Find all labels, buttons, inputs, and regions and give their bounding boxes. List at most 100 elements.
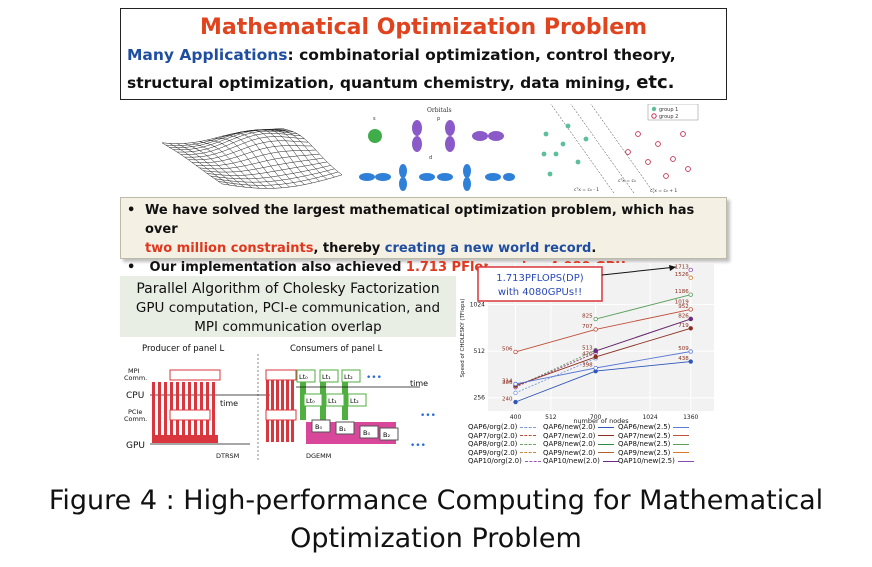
legend-swatch xyxy=(520,452,537,453)
value-label: 719 xyxy=(678,323,689,329)
series-point xyxy=(513,349,518,355)
legend-item: QAP8/new(2.5) xyxy=(618,440,690,448)
legend-swatch xyxy=(673,426,690,428)
caption-line-1: Figure 4 : High-performance Computing fo… xyxy=(48,485,824,516)
series-point xyxy=(688,326,693,331)
surface-mesh-illustration xyxy=(161,128,343,189)
time-label-consumer: time xyxy=(410,379,428,388)
y-tick-label: 512 xyxy=(474,348,486,355)
series-lines xyxy=(515,294,691,403)
consumer-red-bars xyxy=(266,370,294,442)
series-point xyxy=(688,275,693,280)
applications-line-1: Many Applications: combinatorial optimiz… xyxy=(127,46,726,64)
callout-arrowhead xyxy=(669,265,676,271)
mesh-line xyxy=(281,128,343,175)
value-label: 513 xyxy=(582,345,593,351)
time-label-producer: time xyxy=(220,399,238,408)
mesh-line xyxy=(214,168,335,183)
mpi-label-1: MPI xyxy=(128,367,140,375)
legend-item: QAP10/new(2.5) xyxy=(618,457,694,465)
cholesky-title-box: Parallel Algorithm of Cholesky Factoriza… xyxy=(120,276,456,337)
bullet2-text: Our implementation also achieved xyxy=(149,260,406,275)
legend-swatch xyxy=(673,452,690,453)
legend-item: QAP6/new(2.5) xyxy=(618,423,690,431)
series-point xyxy=(688,307,693,312)
bullet1-blue: creating a new world record xyxy=(384,241,592,256)
legend-swatch xyxy=(520,443,537,445)
legend-label: QAP9/new(2.5) xyxy=(618,448,671,457)
legend-label: QAP10/org(2.0) xyxy=(468,457,522,465)
callout-box xyxy=(477,266,603,302)
lt2-top: Lt₂ xyxy=(344,373,353,381)
value-label: 1713 xyxy=(675,264,689,270)
legend-label: QAP7/org(2.0) xyxy=(468,431,518,440)
dots-3: ••• xyxy=(410,441,426,451)
series-line xyxy=(595,318,691,352)
bullet1-end: . xyxy=(591,241,597,256)
legend-label: QAP6/org(2.0) xyxy=(468,423,518,431)
mesh-line xyxy=(180,133,301,155)
b1-label: B₁ xyxy=(339,425,346,433)
caption-line-2: Optimization Problem xyxy=(290,523,582,554)
value-label: 826 xyxy=(678,313,689,319)
legend-label: QAP8/new(2.0) xyxy=(543,440,596,448)
value-label: 506 xyxy=(502,346,513,352)
legend-swatch xyxy=(598,426,615,428)
series-points xyxy=(513,267,693,405)
legend-item: QAP7/org(2.0) xyxy=(468,431,537,440)
value-label: 240 xyxy=(502,397,513,403)
value-label: 306 xyxy=(502,380,513,386)
mesh-line xyxy=(210,165,331,180)
mesh-line xyxy=(199,153,320,170)
legend-item: QAP8/org(2.0) xyxy=(468,440,537,448)
legend-swatch xyxy=(520,426,537,428)
mesh-line xyxy=(191,142,253,188)
legend-item: QAP9/org(2.0) xyxy=(468,449,537,457)
dtrsm-label: DTRSM xyxy=(216,452,239,460)
value-label: 509 xyxy=(678,346,689,352)
svm-eq-1: cᵀx = c₀ - 1 xyxy=(574,187,599,193)
legend-label: QAP7/new(2.0) xyxy=(543,431,596,440)
mesh-line xyxy=(191,145,313,164)
x-tick-label: 1024 xyxy=(642,414,657,421)
consumer-pcie-block xyxy=(265,409,297,421)
legend-label: QAP10/new(2.5) xyxy=(618,457,675,465)
value-label: 470 xyxy=(582,351,593,357)
series-point xyxy=(513,381,518,387)
lt2-mid: Lt₂ xyxy=(350,397,359,405)
mesh-line xyxy=(203,157,324,173)
y-tick-label: 256 xyxy=(474,395,486,402)
applications-etc: etc. xyxy=(636,72,675,93)
mesh-line xyxy=(218,171,339,186)
mesh-line xyxy=(195,149,316,166)
cholesky-pipeline-diagram: Producer of panel L Consumers of panel L… xyxy=(124,344,436,460)
mesh-line xyxy=(229,133,290,188)
chart-legend: QAP6/org(2.0) QAP7/org(2.0) QAP8/org(2.0) Q… xyxy=(468,423,730,470)
p-orbitals-icon xyxy=(412,120,504,152)
figure-caption: Figure 4 : High-performance Computing fo… xyxy=(0,482,872,558)
group1-points xyxy=(541,123,589,177)
series-point xyxy=(688,359,693,364)
legend-swatch xyxy=(602,460,619,462)
legend-swatch xyxy=(673,443,690,445)
value-label: 1186 xyxy=(675,289,689,295)
mesh-line xyxy=(161,142,223,185)
legend-label: QAP9/new(2.0) xyxy=(543,448,596,457)
legend-item: QAP6/new(2.0) xyxy=(543,423,615,431)
mesh-line xyxy=(176,130,298,153)
value-label: 707 xyxy=(582,324,593,330)
callout-line-2: with 4080GPUs!! xyxy=(498,287,582,298)
pcie-label-2: Comm. xyxy=(124,415,147,423)
bullet1-mid: , thereby xyxy=(313,241,385,256)
cholesky-line-2: GPU computation, PCI-e communication, an… xyxy=(135,300,441,316)
value-label: 825 xyxy=(582,314,593,320)
legend-label: QAP6/new(2.0) xyxy=(543,423,596,431)
legend-item: QAP7/new(2.0) xyxy=(543,431,615,440)
mesh-line xyxy=(176,143,238,187)
dgemm-label: DGEMM xyxy=(306,452,331,460)
value-label: 314 xyxy=(502,378,513,384)
callout-line-1: 1.713PFLOPS(DP) xyxy=(496,273,584,284)
x-axis-label: number of nodes xyxy=(573,417,629,425)
